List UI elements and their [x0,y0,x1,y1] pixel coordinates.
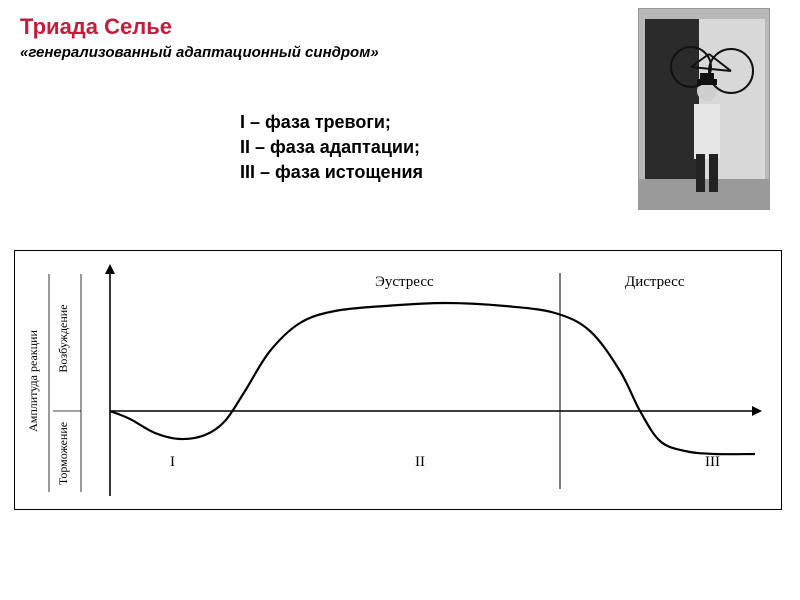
phase-mark-III: III [705,454,720,470]
phase-list: I – фаза тревоги; II – фаза адаптации; I… [240,110,423,186]
stress-chart: ЭустрессДистрессIIIIIIАмплитуда реакцииВ… [14,250,782,510]
phase-line-2: II – фаза адаптации; [240,135,423,160]
label-eustress: Эустресс [375,274,434,290]
slide: Триада Селье «генерализованный адаптацио… [0,0,800,600]
chart-svg: ЭустрессДистрессIIIIIIАмплитуда реакцииВ… [15,251,783,511]
photo-man-bicycle [638,8,770,210]
phase-line-3: III – фаза истощения [240,160,423,185]
phase-line-1: I – фаза тревоги; [240,110,423,135]
phase-mark-I: I [170,454,175,470]
y-label-top: Возбуждение [56,304,70,372]
slide-title: Триада Селье [20,14,172,40]
y-label-outer: Амплитуда реакции [26,330,40,432]
photo-placeholder-svg [639,9,769,209]
y-label-bottom: Торможение [56,422,70,485]
label-distress: Дистресс [625,274,685,290]
slide-subtitle: «генерализованный адаптационный синдром» [20,44,379,61]
phase-mark-II: II [415,454,425,470]
